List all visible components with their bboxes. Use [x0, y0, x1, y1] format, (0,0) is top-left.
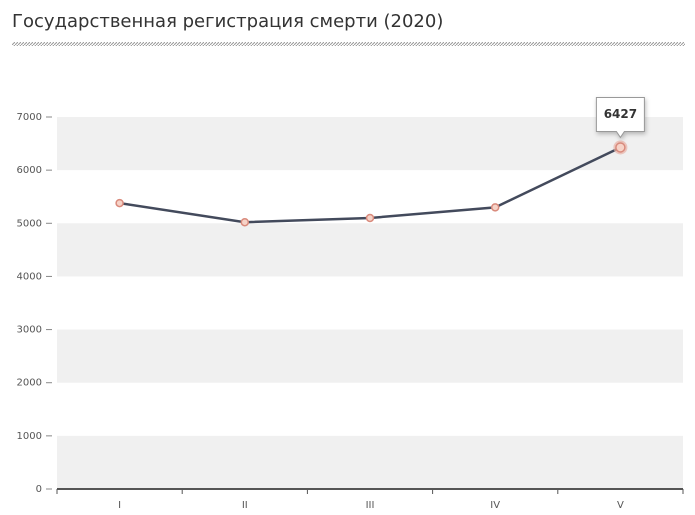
- grid-band: [57, 117, 683, 171]
- y-tick-label: 3000: [17, 325, 42, 336]
- x-tick-label: I: [118, 500, 121, 511]
- tooltip-value: 6427: [604, 107, 637, 121]
- marker: [240, 217, 250, 227]
- y-tick-label: 5000: [17, 218, 42, 229]
- title-rule: [12, 42, 685, 46]
- marker: [490, 203, 500, 212]
- tooltip-box: [595, 96, 645, 139]
- y-tick-label: 0: [36, 484, 42, 495]
- grid-band: [57, 223, 683, 277]
- x-tick-label: III: [366, 500, 375, 511]
- chart-title: Государственная регистрация смерти (2020…: [12, 11, 443, 32]
- x-tick-label: IV: [490, 500, 500, 511]
- marker: [115, 198, 124, 208]
- tooltip: 6427: [595, 96, 645, 139]
- y-tick-label: 1000: [17, 431, 42, 442]
- y-tick-label: 6000: [17, 165, 42, 176]
- grid-band: [57, 435, 683, 489]
- x-tick-label: II: [242, 500, 248, 511]
- grid-band: [57, 329, 683, 383]
- y-tick-label: 7000: [17, 112, 42, 123]
- y-tick-label: 2000: [17, 378, 42, 389]
- marker: [615, 142, 626, 153]
- x-tick-label: V: [617, 500, 624, 511]
- marker: [365, 213, 375, 223]
- y-tick-label: 4000: [17, 271, 42, 282]
